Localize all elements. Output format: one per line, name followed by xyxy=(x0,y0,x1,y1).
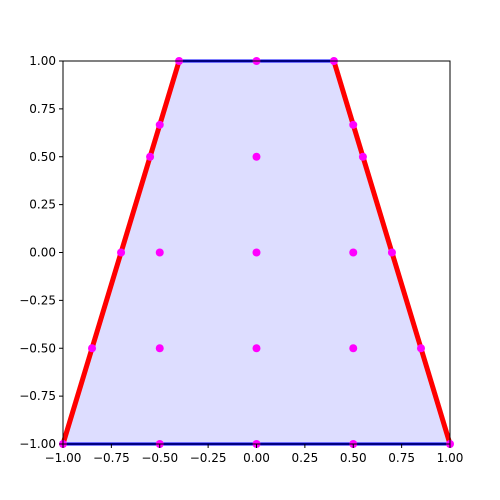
point xyxy=(349,344,358,353)
x-tick-label: 0.75 xyxy=(388,451,415,465)
y-tick-label: −0.75 xyxy=(19,389,56,403)
point xyxy=(155,120,164,129)
y-tick-label: −0.25 xyxy=(19,293,56,307)
x-tick-label: 1.00 xyxy=(437,451,464,465)
point xyxy=(155,344,164,353)
x-tick-label: −0.75 xyxy=(93,451,130,465)
point xyxy=(349,120,358,129)
x-tick-label: 0.50 xyxy=(340,451,367,465)
y-tick-label: 0.50 xyxy=(29,150,56,164)
point xyxy=(252,248,261,257)
x-tick-label: 0.25 xyxy=(292,451,319,465)
y-tick-label: 1.00 xyxy=(29,54,56,68)
y-tick-label: −1.00 xyxy=(19,437,56,451)
point xyxy=(349,248,358,257)
y-tick-label: 0.25 xyxy=(29,198,56,212)
y-tick-label: −0.50 xyxy=(19,341,56,355)
x-tick-label: −0.50 xyxy=(141,451,178,465)
x-tick-label: −1.00 xyxy=(45,451,82,465)
point xyxy=(88,344,97,353)
point xyxy=(416,344,425,353)
y-tick-label: 0.75 xyxy=(29,102,56,116)
point xyxy=(252,152,261,161)
y-tick-label: 0.00 xyxy=(29,246,56,260)
x-tick-label: −0.25 xyxy=(190,451,227,465)
point xyxy=(358,152,367,161)
point xyxy=(387,248,396,257)
point xyxy=(252,344,261,353)
point xyxy=(117,248,126,257)
point xyxy=(146,152,155,161)
x-tick-label: 0.00 xyxy=(243,451,270,465)
point xyxy=(155,248,164,257)
